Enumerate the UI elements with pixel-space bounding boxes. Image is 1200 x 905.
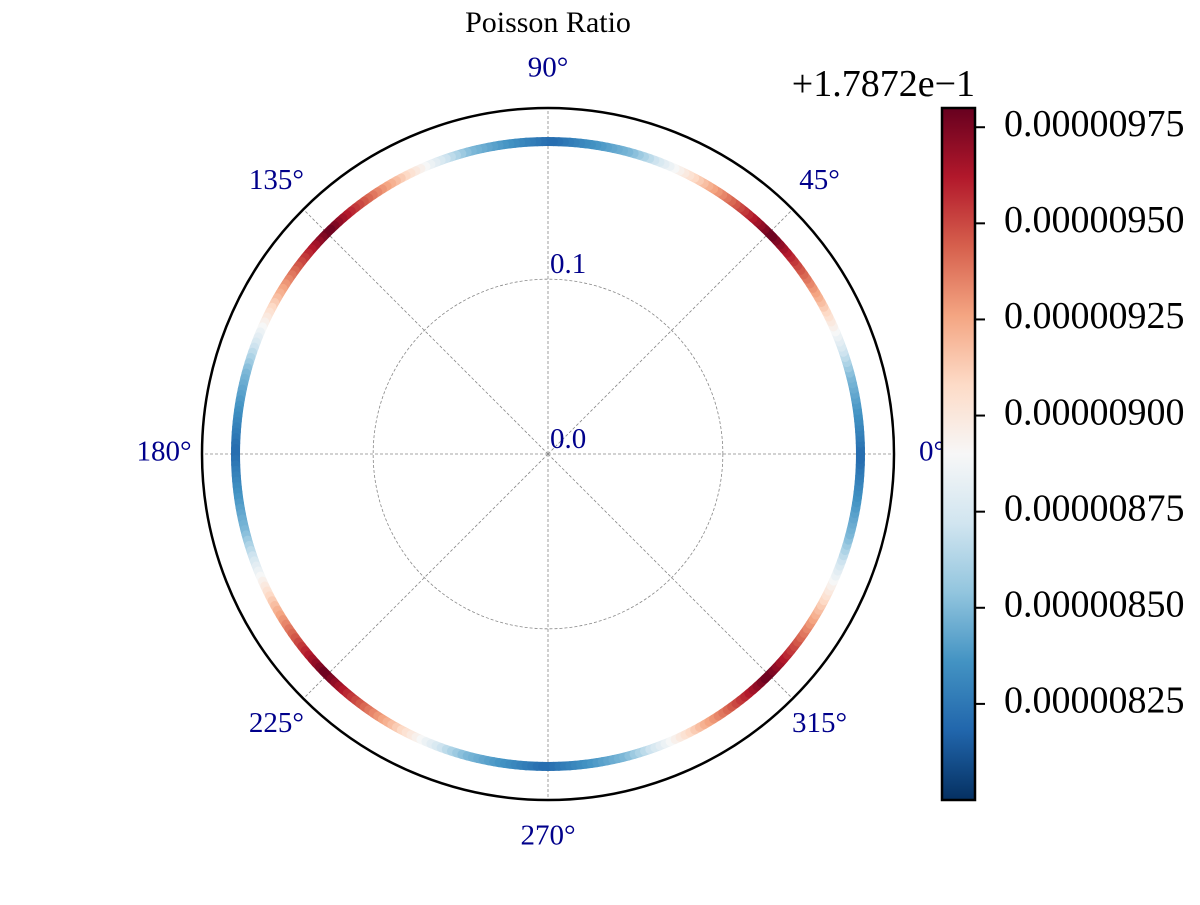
theta-gridline-1 (548, 209, 793, 454)
colorbar-tick-label-6: 0.00000975 (1004, 103, 1185, 145)
theta-gridline-7 (548, 454, 793, 699)
theta-tick-label-315: 315° (792, 707, 847, 739)
theta-tick-label-180: 180° (136, 436, 191, 468)
r-tick-label-1: 0.1 (550, 248, 586, 280)
r-tick-label-0: 0.0 (550, 423, 586, 455)
colorbar-tick-label-1: 0.00000850 (1004, 583, 1185, 625)
theta-gridline-5 (303, 454, 548, 699)
theta-tick-label-135: 135° (249, 164, 304, 196)
polar-grid (202, 108, 894, 800)
chart-title: Poisson Ratio (465, 6, 631, 39)
colorbar-gradient (942, 108, 975, 800)
colorbar-tick-label-2: 0.00000875 (1004, 487, 1185, 529)
colorbar: 0.00000825 0.00000850 0.00000875 0.00000900… (792, 63, 1185, 800)
colorbar-tick-label-4: 0.00000925 (1004, 295, 1185, 337)
theta-tick-label-270: 270° (520, 820, 575, 852)
colorbar-tick-label-0: 0.00000825 (1004, 680, 1185, 722)
colorbar-offset-label: +1.7872e−1 (792, 63, 975, 105)
r-tick-labels: 0.0 0.1 (550, 248, 586, 455)
colorbar-tick-label-5: 0.00000950 (1004, 199, 1185, 241)
theta-gridline-3 (303, 209, 548, 454)
theta-tick-labels: 0°45°90°135°180°225°270°315° (136, 52, 945, 852)
theta-tick-label-225: 225° (249, 707, 304, 739)
theta-tick-label-45: 45° (799, 164, 840, 196)
colorbar-tick-label-3: 0.00000900 (1004, 391, 1185, 433)
theta-tick-label-90: 90° (528, 52, 569, 84)
